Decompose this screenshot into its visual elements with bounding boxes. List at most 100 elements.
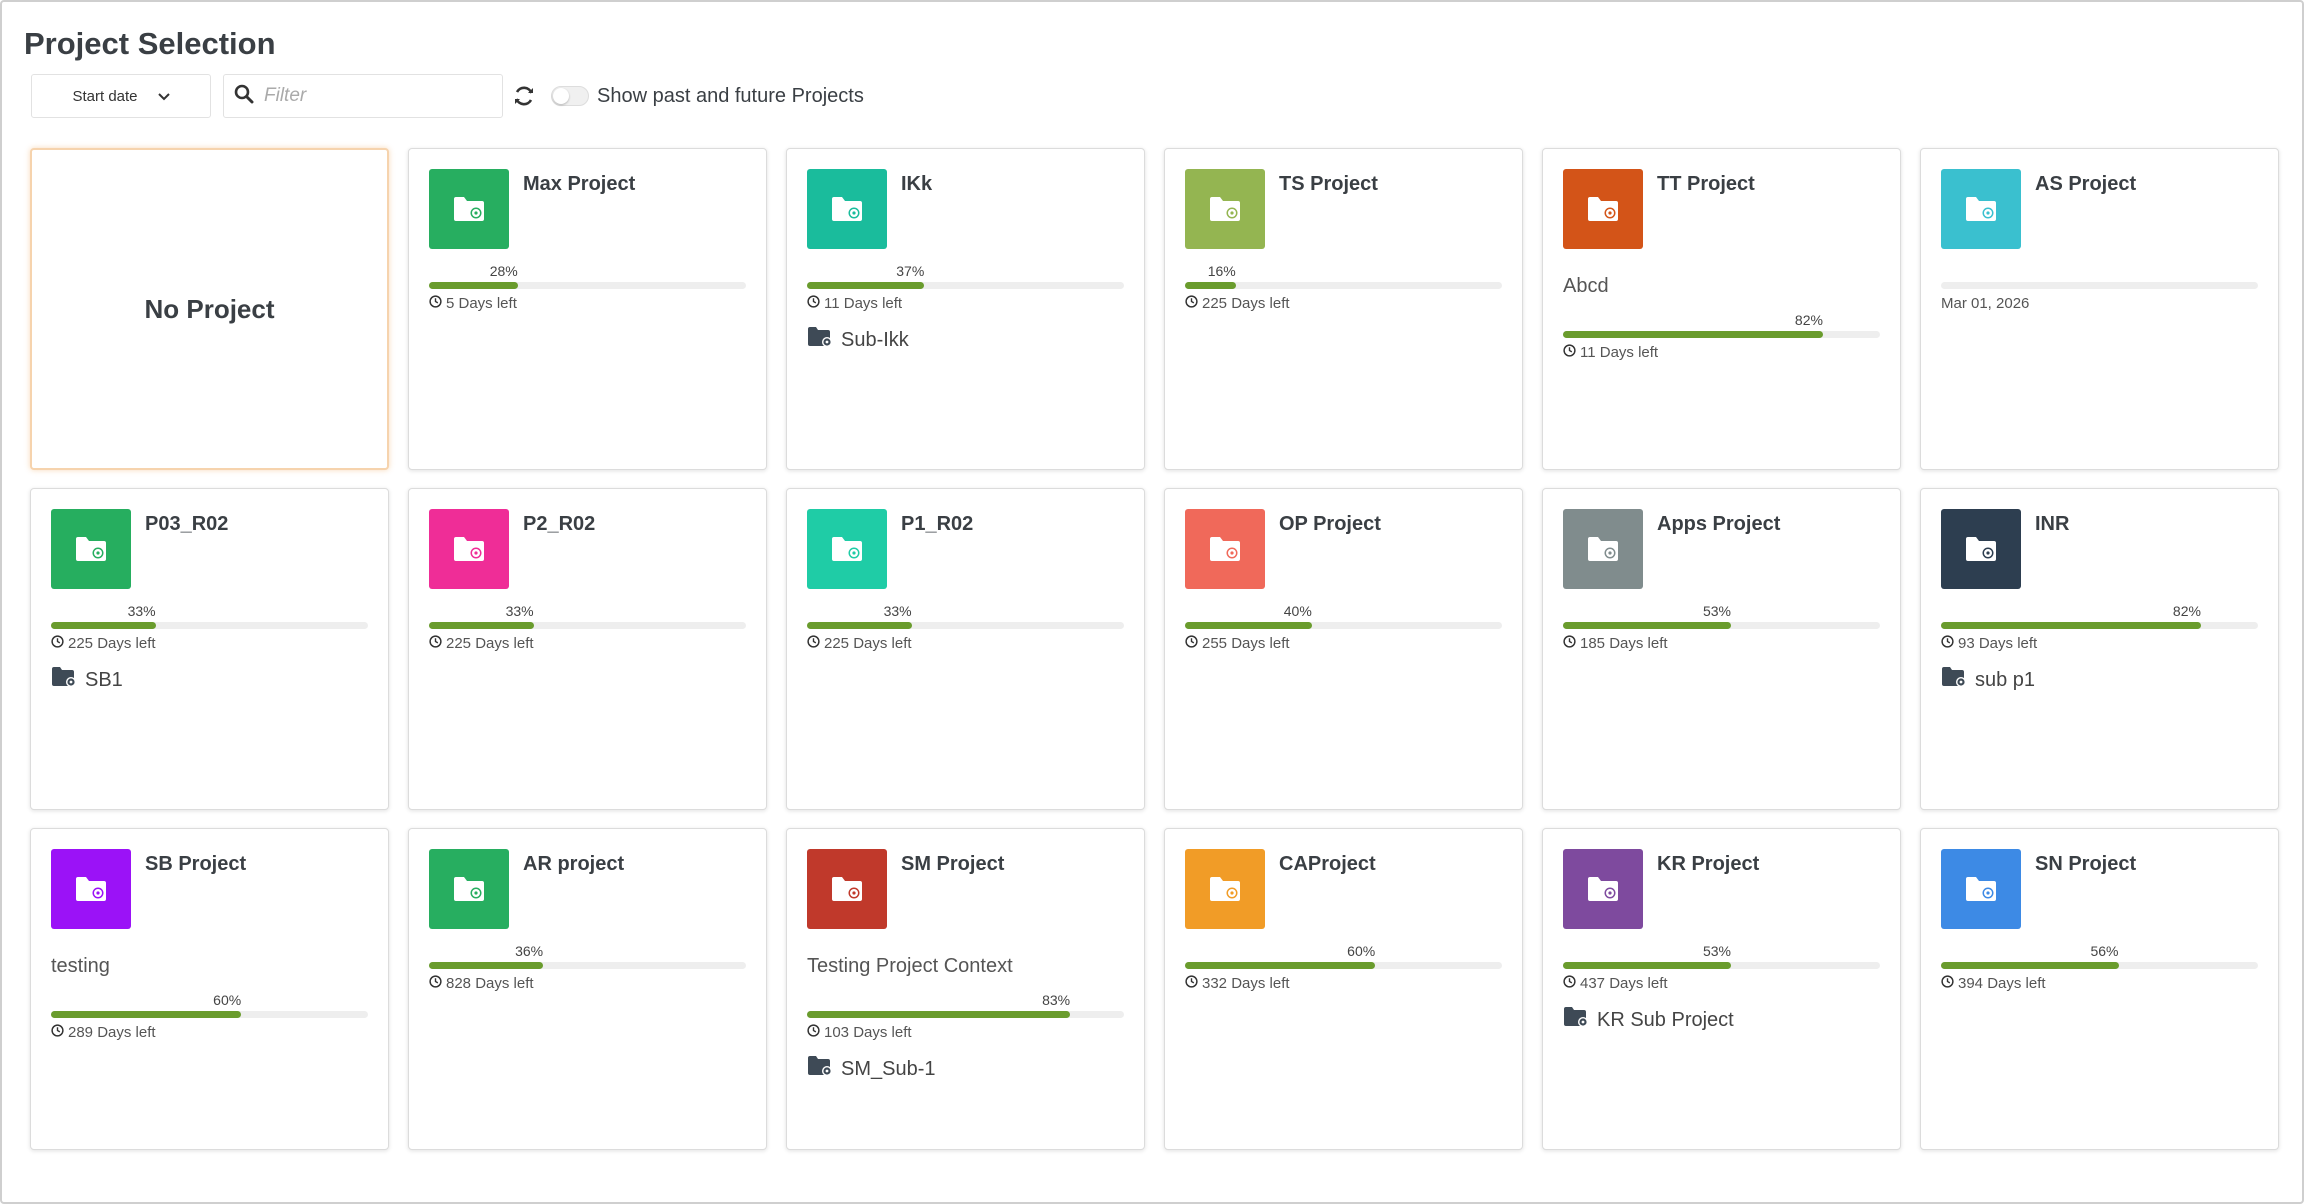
sub-project-name: Sub-Ikk <box>841 328 909 351</box>
days-left-text: 437 Days left <box>1580 975 1668 992</box>
card-header: Apps Project <box>1563 509 1880 589</box>
progress-track <box>51 622 368 629</box>
project-name: IKk <box>901 173 933 195</box>
project-card[interactable]: Apps Project 53% 185 Days left <box>1542 488 1901 810</box>
filter-input[interactable] <box>264 85 484 107</box>
clock-icon <box>807 1024 820 1041</box>
sub-project[interactable]: sub p1 <box>1941 666 2258 694</box>
progress-bar: 33% <box>429 603 746 633</box>
days-left-text: 225 Days left <box>824 635 912 652</box>
project-name: INR <box>2035 513 2070 535</box>
project-name: SN Project <box>2035 853 2137 875</box>
clock-icon <box>429 975 442 992</box>
project-card[interactable]: SN Project 56% 394 Days left <box>1920 828 2279 1150</box>
project-card[interactable]: P03_R02 33% 225 Days left <box>30 488 389 810</box>
sub-project[interactable]: SB1 <box>51 666 368 694</box>
refresh-icon[interactable] <box>511 83 537 109</box>
project-card[interactable]: TS Project 16% 225 Days left <box>1164 148 1523 470</box>
project-card[interactable]: TT Project Abcd 82% 11 Days left <box>1542 148 1901 470</box>
card-header: P2_R02 <box>429 509 746 589</box>
progress-bar: 53% <box>1563 943 1880 973</box>
progress-track <box>1941 282 2258 289</box>
sub-project[interactable]: Sub-Ikk <box>807 326 1124 354</box>
project-card[interactable]: OP Project 40% 255 Days left <box>1164 488 1523 810</box>
sort-select-label: Start date <box>72 87 138 105</box>
project-folder-icon <box>1185 849 1265 929</box>
progress-bar: 82% <box>1563 312 1880 342</box>
project-context: Abcd <box>1563 275 1609 297</box>
clock-icon <box>429 295 442 312</box>
progress-bar: 33% <box>807 603 1124 633</box>
progress-track <box>1563 331 1880 338</box>
progress-percent: 53% <box>1702 943 1731 959</box>
project-card[interactable]: SB Project testing 60% 289 Days left <box>30 828 389 1150</box>
days-left-text: 11 Days left <box>824 295 903 312</box>
days-left: 225 Days left <box>807 635 1124 652</box>
filter-field[interactable] <box>223 74 503 118</box>
days-left-text: 93 Days left <box>1958 635 2038 652</box>
progress-percent: 60% <box>213 992 242 1008</box>
progress-percent: 83% <box>1042 992 1071 1008</box>
project-card[interactable]: P2_R02 33% 225 Days left <box>408 488 767 810</box>
progress-fill <box>1563 962 1731 969</box>
clock-icon <box>1185 635 1198 652</box>
progress-track <box>807 622 1124 629</box>
days-left: 225 Days left <box>51 635 368 652</box>
project-card[interactable]: AS Project Mar 01, 2026 <box>1920 148 2279 470</box>
project-card[interactable]: CAProject 60% 332 Days left <box>1164 828 1523 1150</box>
days-left-text: 225 Days left <box>68 635 156 652</box>
card-header: CAProject <box>1185 849 1502 929</box>
progress-percent: 33% <box>127 603 156 619</box>
project-name: KR Project <box>1657 853 1760 875</box>
card-header: TS Project <box>1185 169 1502 249</box>
clock-icon <box>51 1024 64 1041</box>
progress-bar: 37% <box>807 263 1124 293</box>
card-header: IKk <box>807 169 1124 249</box>
project-folder-icon <box>1941 509 2021 589</box>
project-card[interactable]: KR Project 53% 437 Days left <box>1542 828 1901 1150</box>
project-name: P03_R02 <box>145 513 229 535</box>
days-left: 225 Days left <box>1185 295 1502 312</box>
project-context: Testing Project Context <box>807 955 1013 977</box>
days-left: 828 Days left <box>429 975 746 992</box>
project-name: TS Project <box>1279 173 1378 195</box>
no-project-card[interactable]: No Project <box>30 148 389 470</box>
sub-project-name: SM_Sub-1 <box>841 1057 936 1080</box>
days-left: 5 Days left <box>429 295 746 312</box>
clock-icon <box>1941 975 1954 992</box>
progress-track <box>1185 622 1502 629</box>
progress-fill <box>429 962 544 969</box>
clock-icon <box>1563 344 1576 361</box>
project-card[interactable]: AR project 36% 828 Days left <box>408 828 767 1150</box>
sort-select[interactable]: Start date <box>31 74 211 118</box>
progress-fill <box>1563 331 1823 338</box>
progress-bar: 83% <box>807 992 1124 1022</box>
days-left-text: 394 Days left <box>1958 975 2046 992</box>
progress-bar: 60% <box>1185 943 1502 973</box>
project-card[interactable]: P1_R02 33% 225 Days left <box>786 488 1145 810</box>
progress-percent: 82% <box>2172 603 2201 619</box>
sub-project-folder-icon <box>1563 1006 1589 1034</box>
project-folder-icon <box>429 509 509 589</box>
clock-icon <box>1941 635 1954 652</box>
project-folder-icon <box>1563 509 1643 589</box>
clock-icon <box>51 635 64 652</box>
card-header: SN Project <box>1941 849 2258 929</box>
project-card[interactable]: IKk 37% 11 Days left <box>786 148 1145 470</box>
project-card[interactable]: SM Project Testing Project Context 83% 1… <box>786 828 1145 1150</box>
sub-project[interactable]: KR Sub Project <box>1563 1006 1880 1034</box>
project-folder-icon <box>429 849 509 929</box>
project-folder-icon <box>429 169 509 249</box>
sub-project-name: KR Sub Project <box>1597 1008 1734 1031</box>
days-left: 332 Days left <box>1185 975 1502 992</box>
show-past-future-toggle[interactable] <box>551 86 589 106</box>
card-header: P1_R02 <box>807 509 1124 589</box>
sub-project-folder-icon <box>807 1055 833 1083</box>
project-card[interactable]: Max Project 28% 5 Days left <box>408 148 767 470</box>
project-card[interactable]: INR 82% 93 Days left <box>1920 488 2279 810</box>
progress-bar: 36% <box>429 943 746 973</box>
sub-project[interactable]: SM_Sub-1 <box>807 1055 1124 1083</box>
progress-track <box>1941 622 2258 629</box>
progress-track <box>1563 962 1880 969</box>
